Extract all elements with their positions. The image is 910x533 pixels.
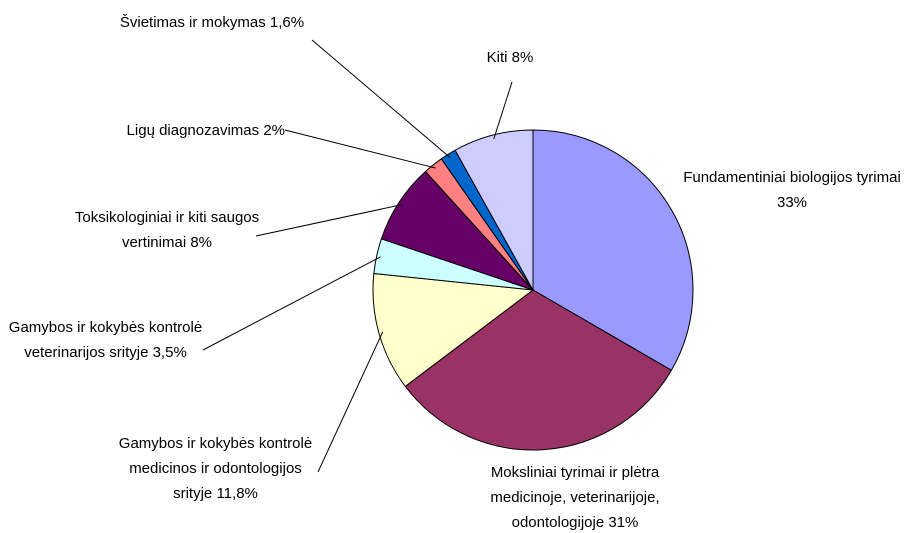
category-label: Kiti xyxy=(486,49,508,66)
leader-line xyxy=(284,129,436,169)
slice-label: Kiti 8% xyxy=(440,45,580,70)
leader-line xyxy=(493,81,513,140)
slice-label: Švietimas ir mokymas 1,6% xyxy=(112,10,312,35)
pie-slice xyxy=(372,272,535,388)
value-label: 31% xyxy=(608,514,639,531)
category-label: Ligų diagnozavimas xyxy=(126,122,260,139)
leader-line xyxy=(311,39,451,159)
category-label: Fundamentiniai biologijos tyrimai xyxy=(683,169,901,186)
leader-line xyxy=(202,256,381,351)
category-label: Gamybos ir kokybės kontrolė veterinarijo… xyxy=(8,319,203,361)
slice-label: Moksliniai tyrimai ir plėtra medicinoje,… xyxy=(455,460,695,533)
category-label: Gamybos ir kokybės kontrolė medicinos ir… xyxy=(118,435,313,502)
value-label: 3,5% xyxy=(152,344,187,361)
slice-label: Gamybos ir kokybės kontrolė veterinarijo… xyxy=(8,315,203,365)
slice-label: Ligų diagnozavimas 2% xyxy=(20,118,285,143)
leader-line xyxy=(317,331,384,473)
category-label: Toksikologiniai ir kiti saugos vertinima… xyxy=(74,209,260,251)
pie-slice xyxy=(404,289,673,451)
value-label: 2% xyxy=(263,122,285,139)
slice-label: Fundamentiniai biologijos tyrimai 33% xyxy=(672,165,910,215)
category-label: Moksliniai tyrimai ir plėtra medicinoje,… xyxy=(490,464,660,531)
leader-line xyxy=(255,204,403,237)
category-label: Švietimas ir mokymas xyxy=(119,14,266,31)
slice-label: Gamybos ir kokybės kontrolė medicinos ir… xyxy=(118,431,313,506)
value-label: 11,8% xyxy=(216,485,258,502)
pie-slice xyxy=(454,129,534,292)
value-label: 8% xyxy=(190,234,213,251)
value-label: 8% xyxy=(511,49,534,66)
value-label: 1,6% xyxy=(269,14,305,31)
value-label: 33% xyxy=(776,194,808,211)
slice-label: Toksikologiniai ir kiti saugos vertinima… xyxy=(72,205,262,255)
pie-slice xyxy=(532,129,694,371)
